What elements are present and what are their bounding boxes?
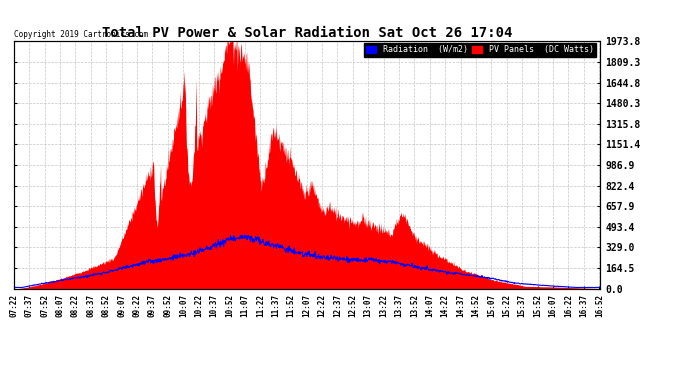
Legend: Radiation  (W/m2), PV Panels  (DC Watts): Radiation (W/m2), PV Panels (DC Watts) — [364, 43, 596, 57]
Title: Total PV Power & Solar Radiation Sat Oct 26 17:04: Total PV Power & Solar Radiation Sat Oct… — [102, 26, 512, 40]
Text: Copyright 2019 Cartronics.com: Copyright 2019 Cartronics.com — [14, 30, 148, 39]
